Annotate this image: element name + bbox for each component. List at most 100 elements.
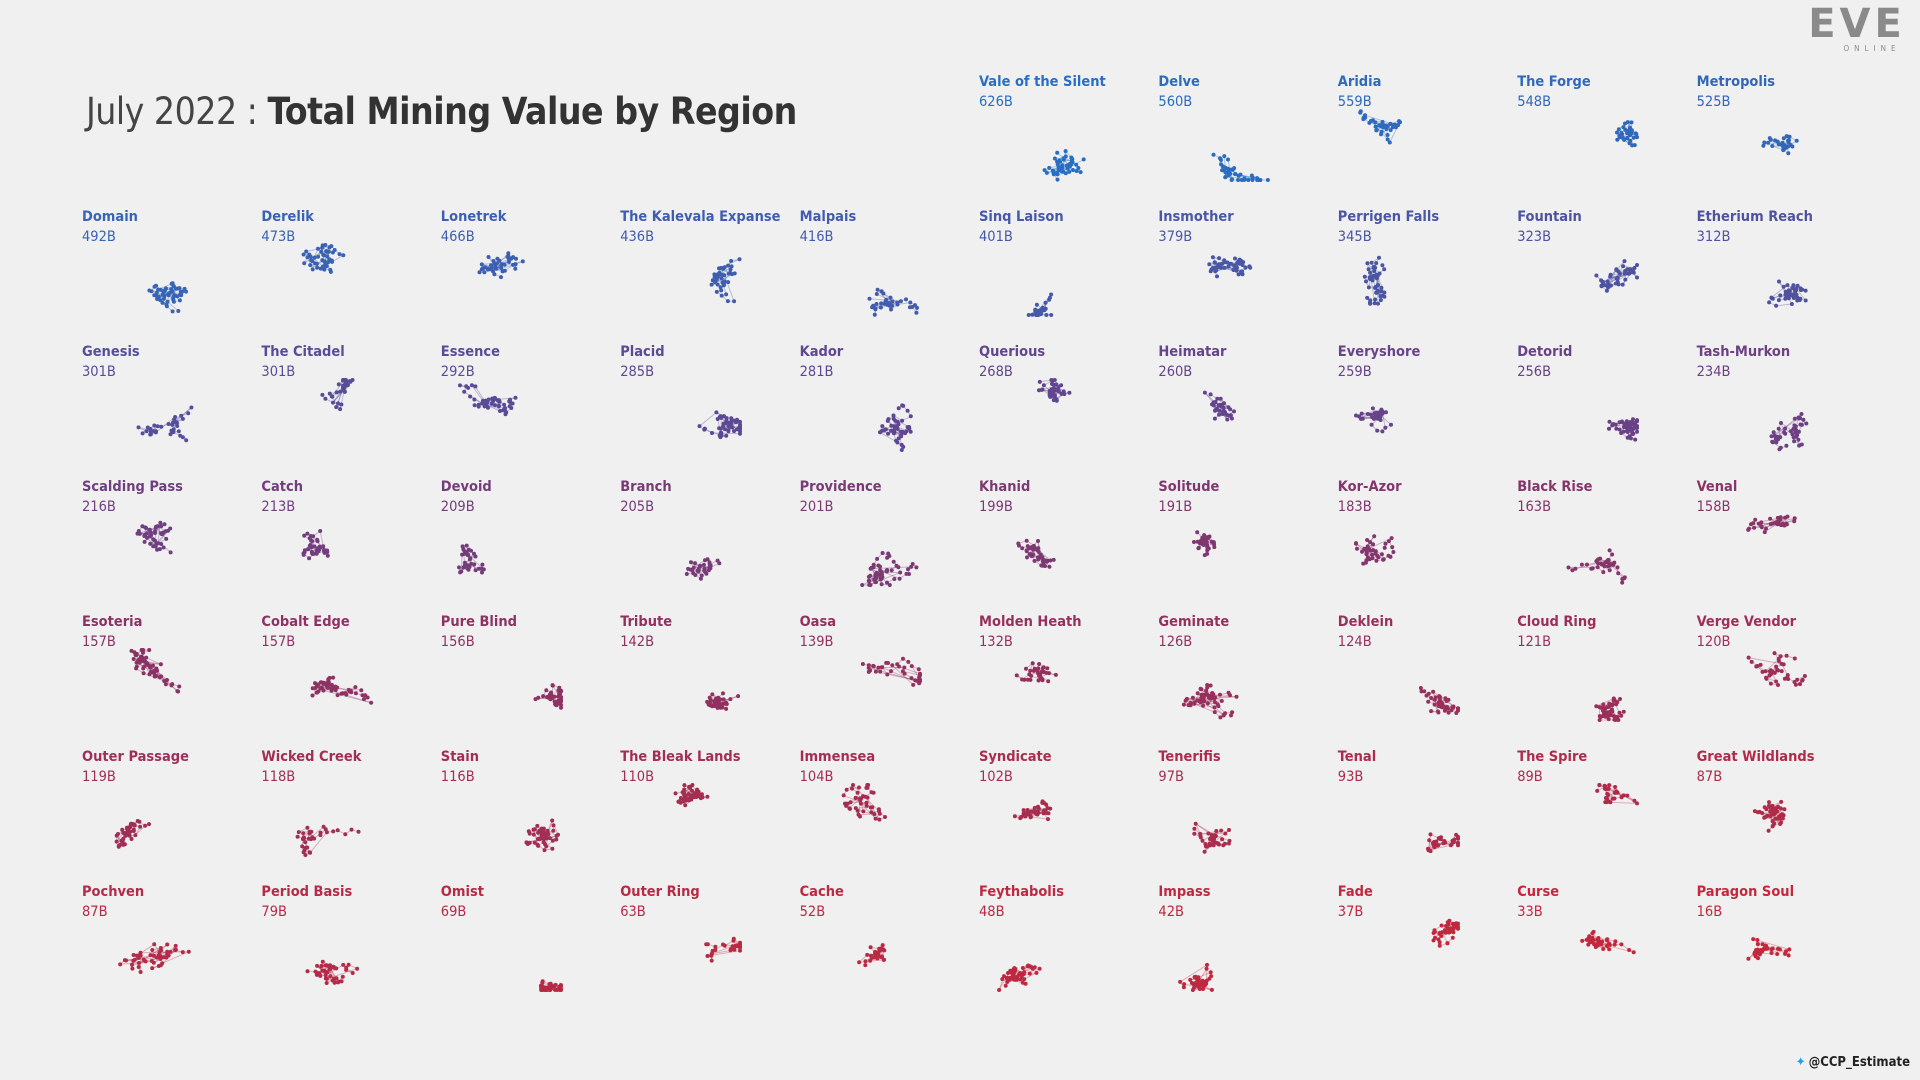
system: [1241, 260, 1246, 265]
system: [1248, 265, 1253, 270]
system: [886, 301, 891, 306]
system: [873, 669, 878, 674]
region-systems: [1037, 378, 1072, 403]
system: [1226, 173, 1231, 178]
system: [1388, 554, 1393, 559]
region-systems: [1769, 412, 1808, 452]
system: [1389, 545, 1394, 550]
system: [160, 300, 165, 305]
system: [1374, 428, 1379, 433]
system: [308, 536, 313, 541]
system: [314, 684, 319, 689]
system: [184, 289, 188, 294]
system: [1196, 691, 1201, 696]
system: [715, 282, 720, 287]
system: [697, 424, 702, 429]
system: [159, 531, 164, 536]
system: [1617, 710, 1622, 715]
link: [312, 248, 319, 262]
region-systems: [1760, 134, 1799, 156]
link: [717, 695, 739, 703]
system: [1746, 655, 1751, 660]
system: [1379, 129, 1384, 134]
region-name: The Kalevala Expanse: [620, 209, 781, 225]
system: [472, 403, 477, 408]
system: [1777, 293, 1782, 298]
system: [137, 657, 142, 662]
system: [707, 562, 712, 567]
region-value: 201B: [799, 499, 834, 515]
system: [693, 561, 698, 566]
system: [476, 566, 481, 571]
system: [1802, 674, 1807, 678]
system: [1053, 672, 1058, 677]
system: [885, 661, 890, 665]
system: [473, 384, 478, 389]
region-name: Tribute: [620, 614, 673, 630]
region-map: [867, 287, 919, 317]
system: [1222, 154, 1227, 159]
system: [1616, 269, 1621, 274]
region-systems: [1182, 683, 1239, 720]
system: [1791, 519, 1796, 524]
system: [1785, 514, 1790, 519]
system: [1373, 290, 1378, 295]
system: [1211, 152, 1216, 157]
system: [860, 809, 865, 814]
region-systems: [1353, 406, 1393, 434]
system: [1197, 545, 1202, 550]
system: [1607, 701, 1612, 706]
region-value: 436B: [620, 229, 655, 245]
system: [1603, 283, 1608, 288]
system: [1054, 398, 1059, 403]
system: [155, 297, 160, 301]
system: [1631, 417, 1636, 422]
system: [1206, 535, 1211, 539]
system: [1793, 682, 1798, 687]
region-map: [1425, 832, 1460, 854]
system: [329, 244, 334, 249]
system: [1570, 568, 1575, 573]
region-value: 292B: [440, 364, 475, 380]
system: [308, 263, 313, 268]
system: [1223, 411, 1228, 416]
system: [493, 397, 498, 402]
system: [724, 706, 729, 711]
system: [1185, 696, 1190, 701]
region-map: [1357, 109, 1402, 145]
region-value: 345B: [1337, 229, 1372, 245]
system: [143, 823, 148, 828]
system: [1200, 838, 1205, 843]
system: [1759, 525, 1764, 530]
system: [533, 697, 538, 702]
region-cell: Syndicate 102B: [979, 749, 1154, 879]
system: [684, 572, 689, 576]
region-map: [860, 656, 922, 687]
link: [1748, 657, 1782, 665]
system: [1793, 424, 1798, 429]
system: [1614, 426, 1619, 431]
system: [457, 383, 462, 388]
link: [1428, 844, 1451, 851]
system: [1058, 159, 1063, 164]
region-name: Derelik: [261, 209, 314, 225]
system: [1437, 695, 1442, 699]
system: [318, 529, 323, 533]
system: [163, 682, 168, 687]
system: [1616, 718, 1621, 722]
system: [1250, 173, 1255, 178]
region-systems: [136, 405, 194, 443]
system: [1205, 692, 1210, 697]
system: [497, 409, 502, 413]
system: [1022, 677, 1027, 682]
system: [1765, 140, 1770, 145]
region-map: [524, 818, 560, 853]
system: [888, 307, 893, 312]
system: [1208, 843, 1213, 848]
link: [850, 801, 867, 804]
system: [1622, 575, 1627, 580]
system: [1220, 411, 1225, 416]
system: [1199, 539, 1204, 544]
system: [1236, 173, 1241, 178]
system: [1766, 803, 1771, 808]
